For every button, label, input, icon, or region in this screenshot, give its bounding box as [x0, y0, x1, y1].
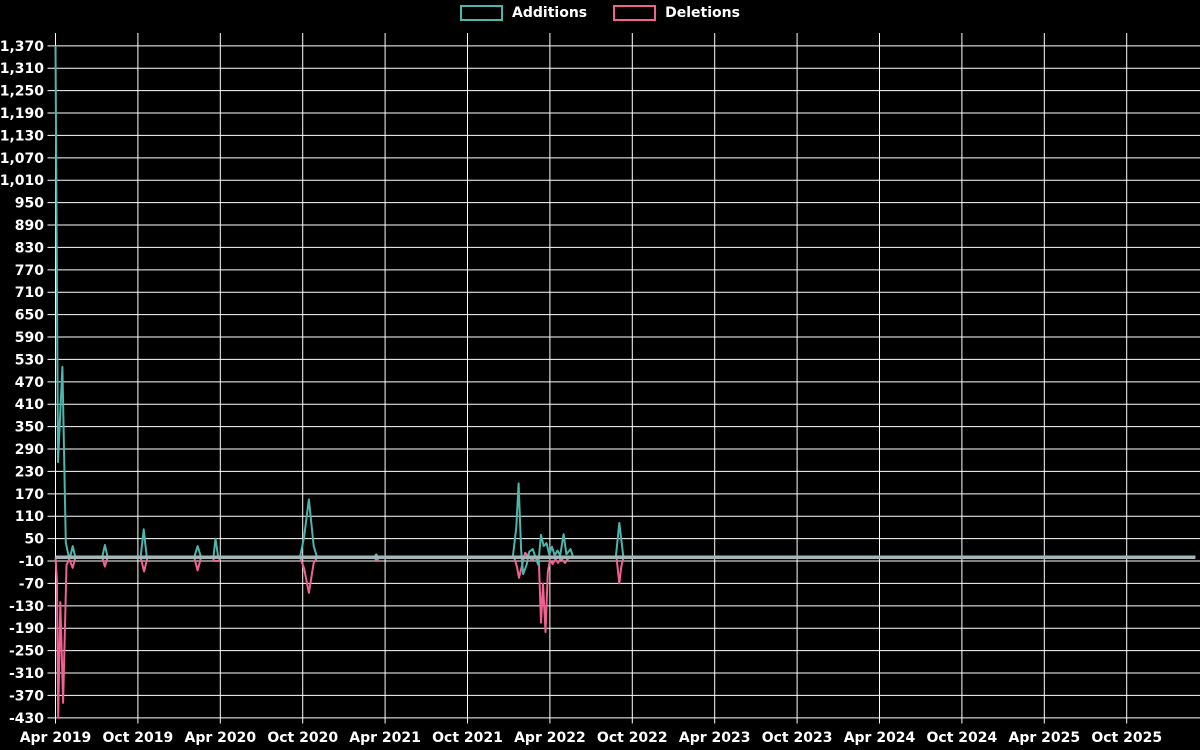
y-axis-tick-label: 1,010	[0, 173, 44, 189]
deletions-swatch-icon	[613, 5, 657, 21]
y-axis-tick-label: -430	[9, 711, 44, 727]
y-axis-tick-label: -310	[9, 666, 44, 682]
y-axis-tick-label: -250	[9, 644, 44, 660]
y-axis-tick-label: 410	[15, 397, 44, 413]
y-axis-tick-label: 890	[15, 218, 44, 234]
y-axis-tick-label: 1,070	[0, 151, 44, 167]
y-axis-tick-label: 530	[15, 352, 44, 368]
y-axis-tick-label: 350	[15, 420, 44, 436]
x-axis-tick-label: Apr 2024	[844, 730, 916, 746]
x-axis-tick-label: Apr 2021	[349, 730, 421, 746]
y-axis-tick-label: 170	[15, 487, 44, 503]
legend-label-deletions: Deletions	[665, 5, 740, 21]
y-axis-tick-label: 770	[15, 263, 44, 279]
legend-item-additions[interactable]: Additions	[460, 5, 587, 21]
y-axis-tick-label: 1,370	[0, 39, 44, 55]
y-axis-tick-label: 110	[15, 509, 44, 525]
y-axis-tick-label: -370	[9, 688, 44, 704]
y-axis-tick-label: 590	[15, 330, 44, 346]
y-axis-tick-label: -190	[9, 621, 44, 637]
x-axis-tick-label: Oct 2025	[1091, 730, 1162, 746]
series-line-deletions	[54, 551, 1196, 719]
x-axis-tick-label: Oct 2024	[927, 730, 998, 746]
y-axis-tick-label: 1,130	[0, 128, 44, 144]
y-axis-tick-label: 470	[15, 375, 44, 391]
y-axis-tick-label: 650	[15, 308, 44, 324]
x-axis-tick-label: Apr 2020	[184, 730, 256, 746]
x-axis-tick-label: Oct 2022	[597, 730, 668, 746]
y-axis-tick-label: 1,190	[0, 106, 44, 122]
y-axis-tick-label: 1,310	[0, 61, 44, 77]
legend-item-deletions[interactable]: Deletions	[613, 5, 740, 21]
y-axis-tick-label: 950	[15, 196, 44, 212]
x-axis-tick-label: Apr 2022	[514, 730, 586, 746]
y-axis-tick-label: 290	[15, 442, 44, 458]
y-axis-tick-label: 830	[15, 240, 44, 256]
y-axis-tick-label: 710	[15, 285, 44, 301]
x-axis-tick-label: Apr 2023	[679, 730, 751, 746]
additions-swatch-icon	[460, 5, 504, 21]
legend-label-additions: Additions	[512, 5, 588, 21]
y-axis-tick-label: -70	[19, 576, 45, 592]
y-axis-tick-label: -130	[9, 599, 44, 615]
x-axis-tick-label: Oct 2021	[432, 730, 503, 746]
x-axis-tick-label: Apr 2019	[20, 730, 92, 746]
series-line-additions	[54, 45, 1196, 576]
x-axis-tick-label: Oct 2023	[762, 730, 833, 746]
y-axis-tick-label: 1,250	[0, 84, 44, 100]
chart-legend: Additions Deletions	[0, 5, 1200, 21]
y-axis-tick-label: 50	[25, 532, 45, 548]
x-axis-tick-label: Apr 2025	[1008, 730, 1080, 746]
y-axis-tick-label: -10	[19, 554, 45, 570]
y-axis-tick-label: 230	[15, 464, 44, 480]
x-axis-tick-label: Oct 2019	[103, 730, 174, 746]
x-axis-tick-label: Oct 2020	[267, 730, 338, 746]
